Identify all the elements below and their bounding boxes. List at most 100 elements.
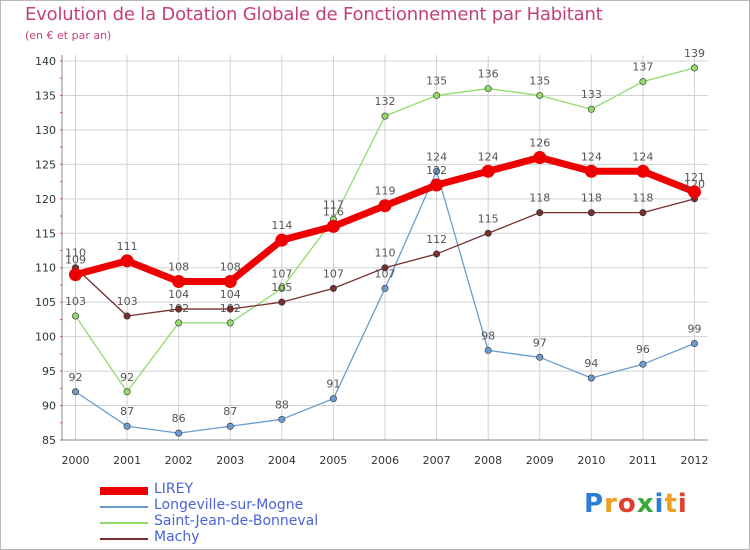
y-tick-label: 140 [35, 55, 56, 68]
logo-letter: r [604, 489, 618, 519]
data-label: 108 [220, 261, 241, 274]
data-point [430, 178, 444, 192]
legend-label-lirey: LIREY [154, 481, 194, 497]
data-point [123, 422, 131, 430]
data-label: 111 [117, 240, 138, 253]
data-point [639, 78, 647, 86]
data-label: 103 [65, 295, 86, 308]
data-label: 118 [529, 192, 550, 205]
data-point [278, 284, 286, 292]
legend-item-saint-jean: Saint-Jean-de-Bonneval [100, 513, 420, 531]
data-point [329, 284, 337, 292]
data-label: 135 [426, 74, 447, 87]
legend-swatch-longeville [100, 506, 148, 508]
data-point [688, 185, 701, 199]
data-point [72, 388, 80, 396]
data-label: 105 [271, 281, 292, 294]
data-point [484, 85, 492, 93]
data-label: 107 [323, 267, 344, 280]
data-point [484, 229, 492, 237]
x-tick-label: 2001 [113, 454, 141, 467]
data-point [481, 164, 495, 178]
legend-item-longeville: Longeville-sur-Mogne [100, 497, 420, 515]
data-point [536, 91, 544, 99]
data-point [175, 305, 183, 313]
data-label: 108 [168, 261, 189, 274]
y-tick-label: 85 [42, 434, 56, 447]
data-point [278, 298, 286, 306]
y-tick-label: 105 [35, 296, 56, 309]
data-point [226, 319, 234, 327]
data-point [278, 415, 286, 423]
x-tick-label: 2005 [319, 454, 347, 467]
logo-letter: t [664, 489, 678, 519]
data-point [433, 250, 441, 258]
data-label: 110 [375, 247, 396, 260]
data-point [587, 209, 595, 217]
proxiti-logo: Proxiti [584, 489, 688, 519]
data-point [72, 312, 80, 320]
data-point [326, 219, 340, 233]
data-point [639, 209, 647, 217]
x-tick-label: 2011 [629, 454, 657, 467]
data-point [536, 353, 544, 361]
data-label: 117 [323, 198, 344, 211]
legend-label-saint-jean: Saint-Jean-de-Bonneval [154, 513, 319, 529]
y-tick-label: 90 [42, 400, 56, 413]
x-tick-label: 2004 [268, 454, 296, 467]
legend-swatch-machy [100, 538, 148, 540]
data-label: 112 [426, 233, 447, 246]
data-point [690, 64, 698, 72]
data-label: 107 [271, 267, 292, 280]
x-tick-label: 2007 [423, 454, 451, 467]
data-label: 119 [375, 185, 396, 198]
data-point [275, 233, 289, 247]
logo-letter: P [584, 489, 605, 519]
data-point [484, 346, 492, 354]
data-label: 120 [684, 178, 705, 191]
data-label: 104 [168, 288, 189, 301]
data-label: 124 [478, 150, 499, 163]
data-label: 103 [117, 295, 138, 308]
data-label: 121 [684, 171, 705, 184]
data-point [123, 388, 131, 396]
legend-label-machy: Machy [154, 529, 200, 545]
data-label: 99 [688, 323, 702, 336]
y-tick-label: 130 [35, 124, 56, 137]
data-label: 91 [326, 378, 340, 391]
data-point [433, 167, 441, 175]
data-point [690, 340, 698, 348]
data-point [223, 275, 237, 289]
data-point [226, 305, 234, 313]
x-tick-label: 2002 [165, 454, 193, 467]
y-tick-label: 100 [35, 331, 56, 344]
data-label: 104 [220, 288, 241, 301]
data-label: 109 [65, 254, 86, 267]
data-label: 92 [120, 371, 134, 384]
y-tick-label: 95 [42, 365, 56, 378]
x-tick-label: 2006 [371, 454, 399, 467]
data-label: 110 [65, 247, 86, 260]
chart-title: Evolution de la Dotation Globale de Fonc… [25, 4, 603, 25]
data-point [329, 395, 337, 403]
y-tick-label: 125 [35, 158, 56, 171]
data-point [175, 319, 183, 327]
legend-item-lirey: LIREY [100, 481, 420, 499]
x-tick-label: 2003 [216, 454, 244, 467]
y-tick-label: 120 [35, 193, 56, 206]
data-label: 115 [478, 212, 499, 225]
logo-letter: x [636, 489, 655, 519]
data-point [172, 275, 186, 289]
logo-letter: i [677, 489, 688, 519]
data-label: 114 [271, 219, 292, 232]
chart-subtitle: (en € et par an) [25, 29, 112, 42]
data-label: 107 [375, 267, 396, 280]
legend-label-longeville: Longeville-sur-Mogne [154, 497, 304, 513]
data-point [533, 150, 547, 164]
data-label: 122 [426, 164, 447, 177]
data-label: 124 [426, 150, 447, 163]
data-label: 133 [581, 88, 602, 101]
legend-swatch-lirey [100, 487, 148, 495]
logo-letter: o [617, 489, 637, 519]
logo-letter: i [654, 489, 665, 519]
